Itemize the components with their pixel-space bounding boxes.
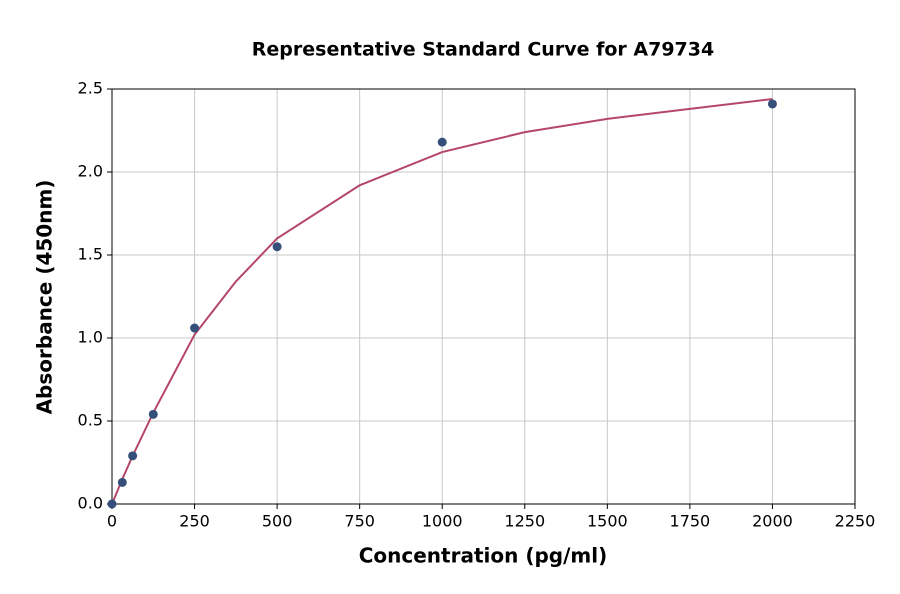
data-point — [117, 477, 127, 487]
x-tick-label: 1750 — [670, 512, 711, 531]
y-axis-label: Absorbance (450nm) — [33, 180, 57, 415]
x-axis-label: Concentration (pg/ml) — [359, 544, 608, 568]
y-tick-label: 2.0 — [78, 162, 103, 181]
data-point — [767, 99, 777, 109]
data-point — [107, 499, 117, 509]
chart-title: Representative Standard Curve for A79734 — [252, 39, 714, 61]
x-tick-label: 1250 — [504, 512, 545, 531]
y-tick-label: 0.0 — [78, 494, 103, 513]
data-point — [128, 451, 138, 461]
x-tick-label: 2000 — [752, 512, 793, 531]
x-tick-label: 1500 — [587, 512, 628, 531]
x-tick-label: 750 — [344, 512, 375, 531]
y-tick-label: 0.5 — [78, 411, 103, 430]
data-point — [272, 242, 282, 252]
x-tick-label: 2250 — [835, 512, 876, 531]
data-point — [148, 409, 158, 419]
data-point — [190, 323, 200, 333]
x-tick-label: 0 — [107, 512, 117, 531]
x-tick-label: 1000 — [422, 512, 463, 531]
plot-frame — [111, 88, 856, 505]
data-point — [437, 137, 447, 147]
x-tick-label: 500 — [262, 512, 293, 531]
y-tick-label: 2.5 — [78, 79, 103, 98]
y-tick-label: 1.0 — [78, 328, 103, 347]
x-tick-label: 250 — [179, 512, 210, 531]
y-tick-label: 1.5 — [78, 245, 103, 264]
